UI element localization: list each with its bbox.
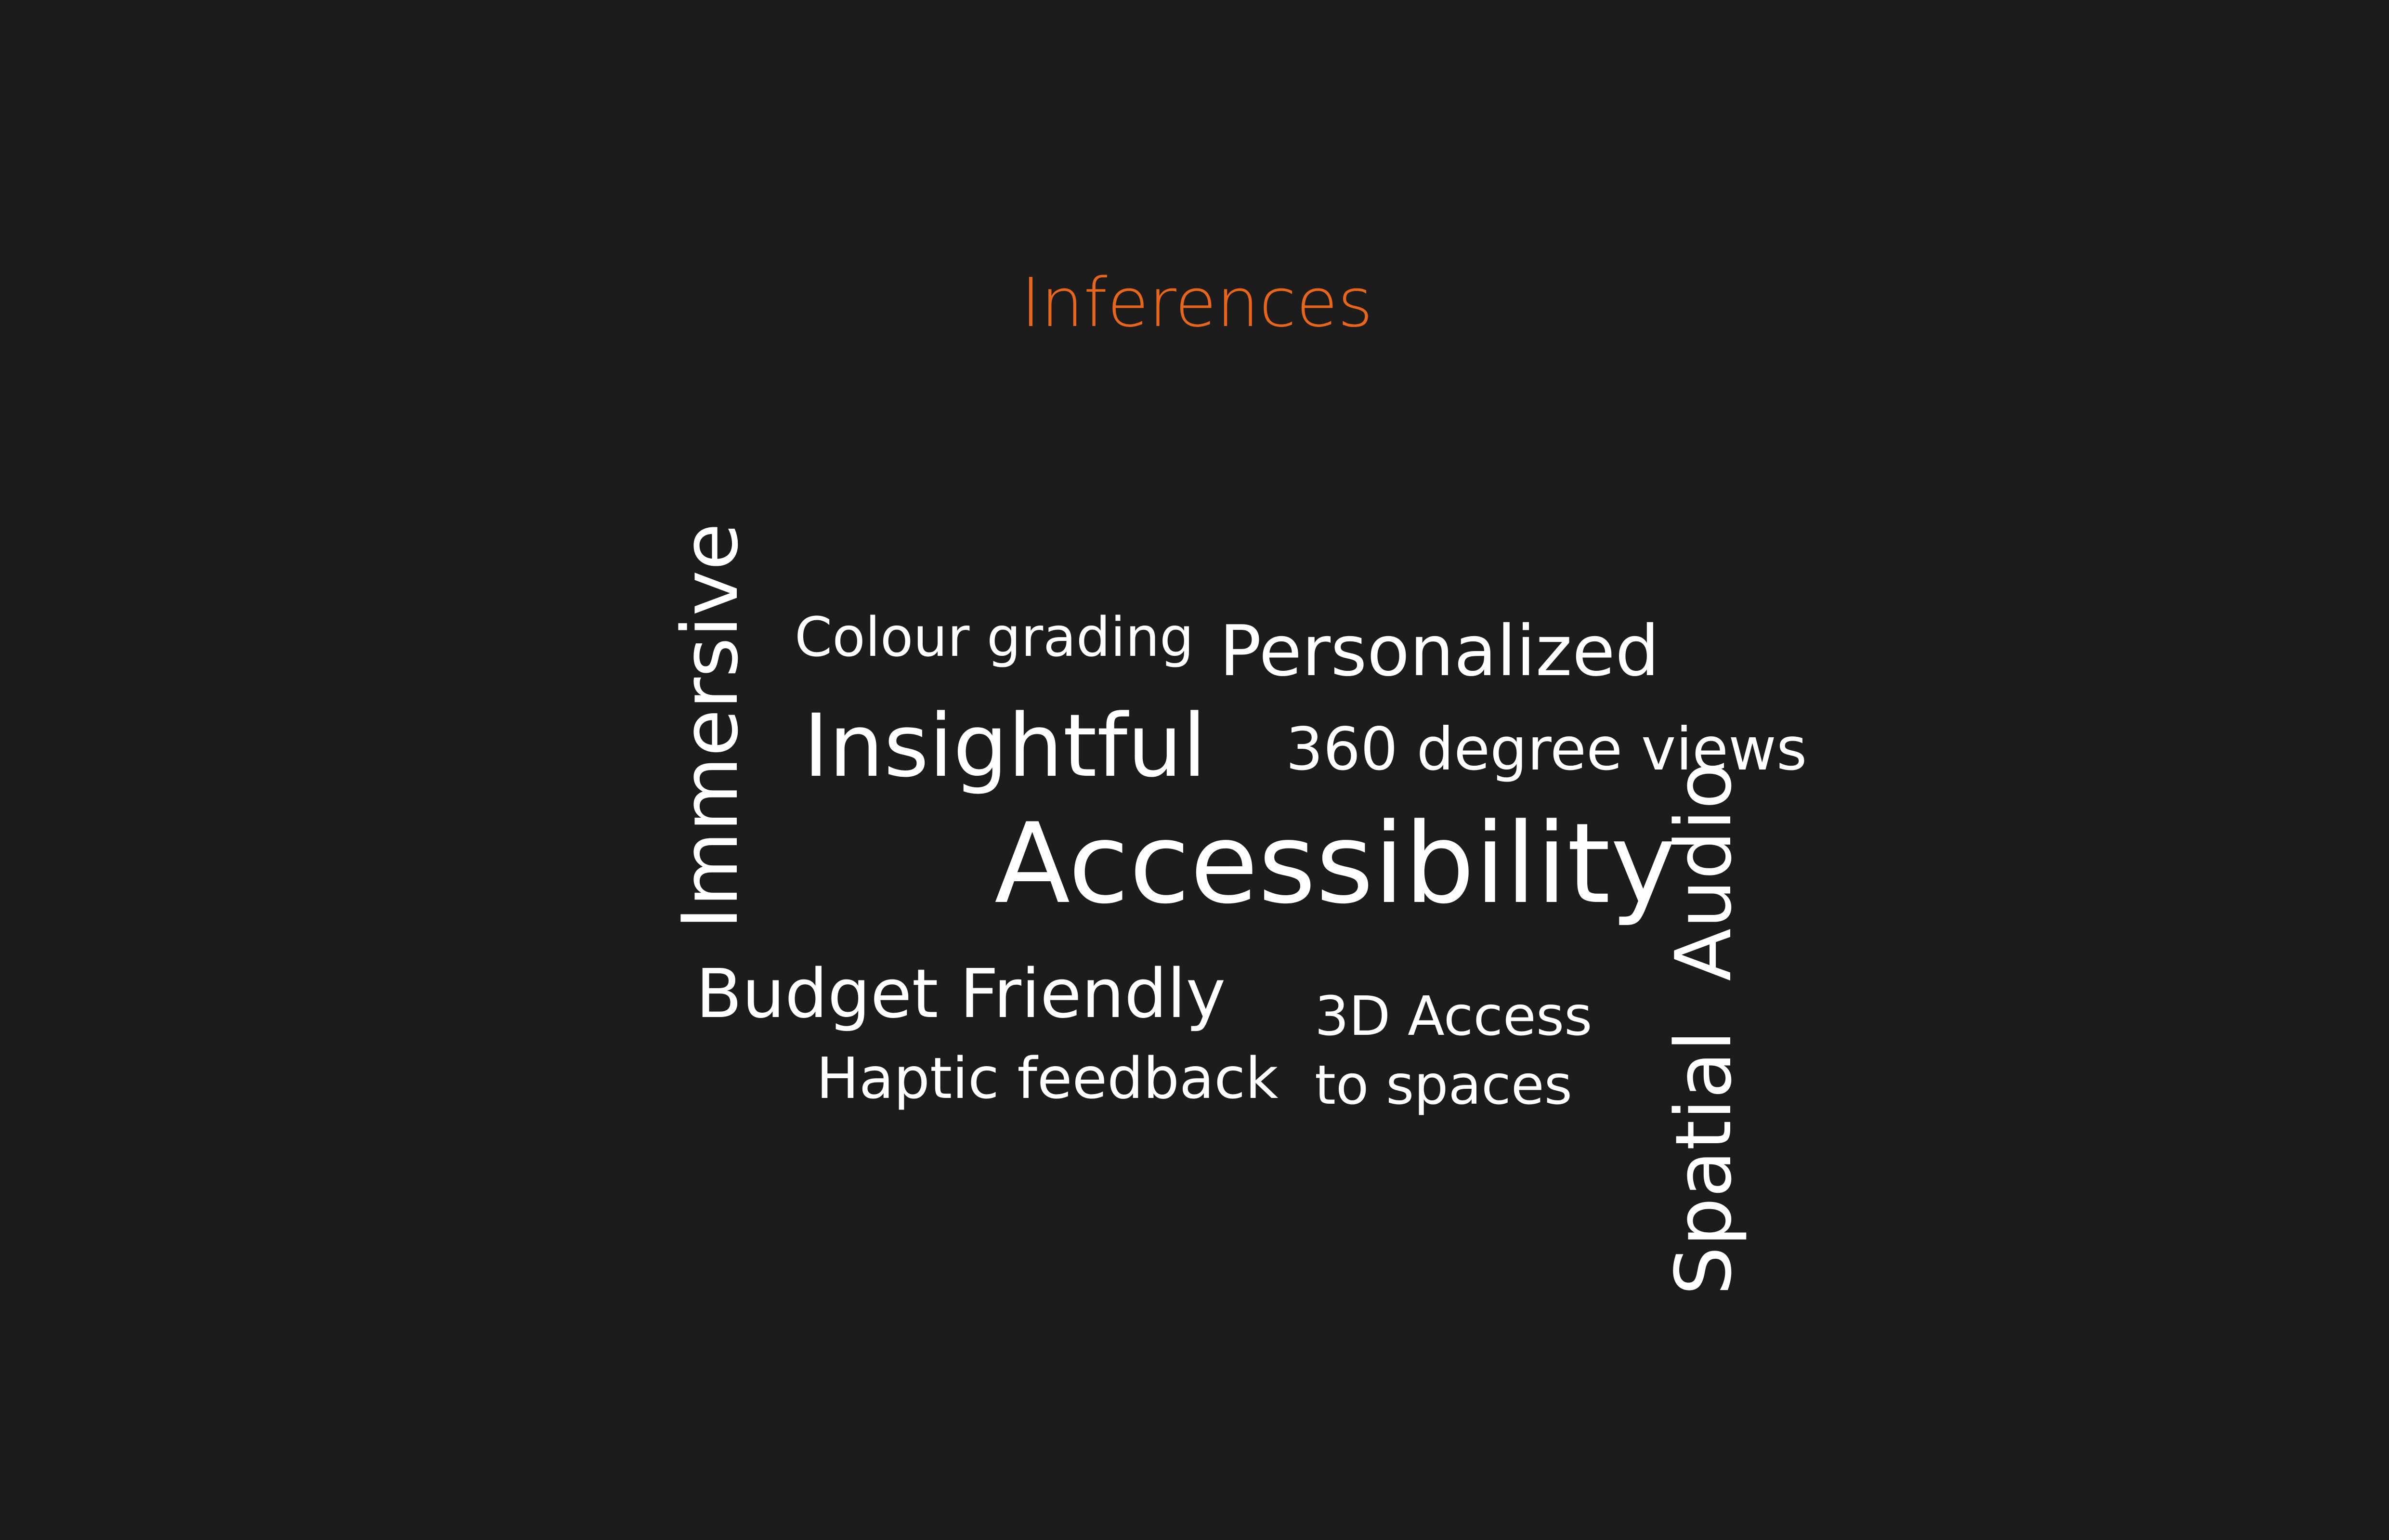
word-spatial-audio: Spatial Audio (1658, 762, 1749, 1295)
word-accessibility: Accessibility (994, 800, 1676, 928)
word-3d-access: 3D Access to spaces (1315, 982, 1593, 1121)
page-title: Inferences (1021, 264, 1373, 342)
word-colour-grading: Colour grading (795, 606, 1194, 669)
word-3d-access-line2: to spaces (1315, 1054, 1572, 1117)
word-budget-friendly: Budget Friendly (696, 955, 1226, 1033)
word-insightful: Insightful (803, 696, 1207, 796)
word-immersive: Immersive (665, 522, 755, 929)
word-haptic-feedback: Haptic feedback (816, 1045, 1279, 1111)
word-personalized: Personalized (1219, 611, 1660, 692)
word-3d-access-line1: 3D Access (1315, 985, 1593, 1048)
word-360-degree-views: 360 degree views (1286, 715, 1807, 783)
